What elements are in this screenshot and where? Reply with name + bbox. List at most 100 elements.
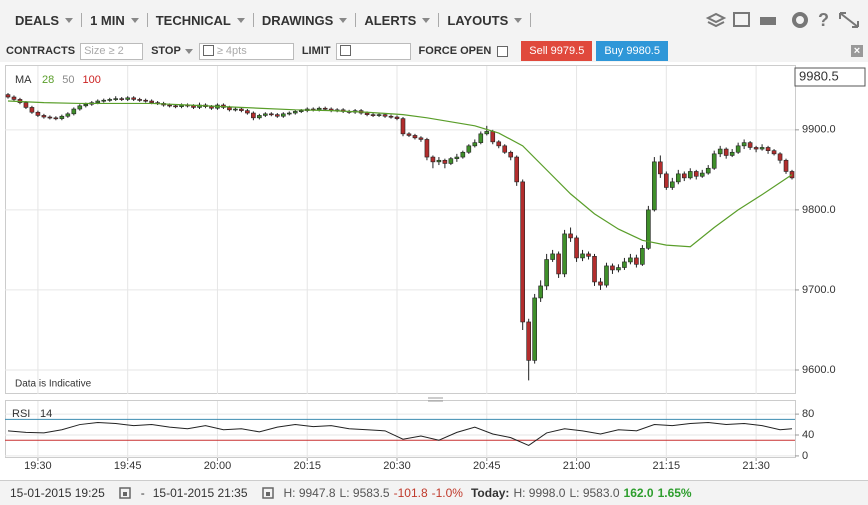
candle-body xyxy=(466,145,472,153)
checkbox[interactable] xyxy=(497,45,509,57)
last-price: 9980.5 xyxy=(799,68,839,83)
x-tick-label: 20:15 xyxy=(293,460,321,472)
toolbar-icons: ? xyxy=(705,10,859,30)
checkbox[interactable] xyxy=(202,45,214,57)
candle-body xyxy=(783,159,789,172)
candle-body xyxy=(257,115,262,119)
order-bar: CONTRACTS Size ≥ 2 STOP ≥ 4pts LIMIT FOR… xyxy=(0,40,868,62)
menu[interactable]: 1 MIN xyxy=(82,13,148,28)
candle-body xyxy=(556,253,561,275)
label: LIMIT xyxy=(301,45,331,57)
dropdown-arrow[interactable] xyxy=(184,48,193,54)
candle-body xyxy=(137,99,142,101)
candle-body xyxy=(77,105,83,110)
candle-body xyxy=(508,151,514,158)
menu[interactable]: LAYOUTS xyxy=(439,13,532,28)
candle-body xyxy=(23,102,29,108)
price-frame xyxy=(5,65,796,394)
stop-input[interactable]: ≥ 4pts xyxy=(198,42,294,60)
to-date[interactable]: 15-01-2015 21:35 xyxy=(152,486,248,500)
candle-body xyxy=(771,150,777,155)
candle-body xyxy=(412,135,418,139)
candle-body xyxy=(705,167,711,174)
checkbox[interactable] xyxy=(339,45,351,57)
candle-body xyxy=(598,281,603,286)
label: FORCE OPEN xyxy=(418,45,492,57)
menu[interactable]: DRAWINGS xyxy=(254,13,357,28)
candle-body xyxy=(550,253,555,260)
candle-body xyxy=(574,237,579,259)
candle-body xyxy=(71,108,77,115)
y-tick-label: 9900.0 xyxy=(802,124,836,136)
dropdown-arrow xyxy=(422,17,431,23)
contracts-input[interactable]: Size ≥ 2 xyxy=(80,42,144,60)
candle-body xyxy=(568,233,573,239)
dropdown-arrow xyxy=(339,17,348,23)
legend-entry: 28 xyxy=(42,74,54,86)
candle-body xyxy=(376,114,382,116)
from-date[interactable]: 15-01-2015 19:25 xyxy=(10,486,105,500)
candle-body xyxy=(388,115,394,118)
candle-body xyxy=(275,114,280,117)
print-icon[interactable] xyxy=(760,17,776,25)
image-icon[interactable] xyxy=(733,12,750,27)
candle-body xyxy=(747,142,753,148)
candle-body xyxy=(95,100,101,103)
candle-body xyxy=(29,107,35,113)
buy-button[interactable]: Buy 9980.5 xyxy=(596,41,668,61)
dropdown-arrow xyxy=(236,17,245,23)
candle-body xyxy=(233,108,238,111)
x-tick-label: 20:00 xyxy=(204,460,232,472)
calendar-icon[interactable] xyxy=(261,487,274,499)
menu[interactable]: TECHNICAL xyxy=(148,13,254,28)
candle-body xyxy=(47,116,53,119)
fullscreen-icon[interactable] xyxy=(839,12,859,28)
candle-body xyxy=(460,151,466,158)
calendar-icon[interactable] xyxy=(119,487,131,499)
x-tick-label: 20:45 xyxy=(473,460,501,472)
settings-icon[interactable] xyxy=(792,12,808,28)
candle-body xyxy=(670,181,675,188)
x-tick-label: 19:30 xyxy=(24,460,52,472)
layers-icon[interactable] xyxy=(705,12,727,28)
candle-body xyxy=(640,248,645,265)
candle-body xyxy=(502,145,508,153)
menu[interactable]: DEALS xyxy=(7,13,83,28)
candle-body xyxy=(227,107,232,111)
candle-body xyxy=(394,116,400,119)
candle-body xyxy=(580,253,585,259)
candle-body xyxy=(131,97,136,100)
candle-body xyxy=(370,114,376,116)
dropdown-arrow xyxy=(514,17,523,23)
dropdown-arrow xyxy=(130,17,139,23)
today-high: H: 9998.0 xyxy=(513,486,566,500)
close-button[interactable]: × xyxy=(851,45,863,57)
candle-body xyxy=(125,97,130,100)
menu[interactable]: ALERTS xyxy=(356,13,440,28)
range-low: L: 9583.5 xyxy=(339,486,390,500)
candle-body xyxy=(711,153,717,169)
candle-body xyxy=(765,147,771,151)
x-tick-label: 19:45 xyxy=(114,460,142,472)
help-icon[interactable]: ? xyxy=(818,10,829,30)
sell-button[interactable]: Sell 9979.5 xyxy=(521,41,593,61)
x-tick-label: 21:30 xyxy=(742,460,770,472)
limit-input[interactable] xyxy=(335,42,411,60)
separator: - xyxy=(140,486,145,500)
dropdown-arrow xyxy=(65,17,74,23)
candle-body xyxy=(41,115,47,118)
rsi-frame xyxy=(5,400,796,458)
candle-body xyxy=(245,110,250,114)
candle-body xyxy=(675,173,681,183)
rsi-line xyxy=(7,421,793,447)
candle-body xyxy=(316,107,322,111)
candle-body xyxy=(430,156,436,163)
y-tick-label: 80 xyxy=(802,408,814,420)
candle-body xyxy=(364,112,370,115)
annotation: Data is Indicative xyxy=(15,379,92,390)
legend-entry: 50 xyxy=(62,74,74,86)
candle-body xyxy=(292,111,298,114)
ma-line xyxy=(7,100,793,248)
candle-body xyxy=(741,142,747,147)
candle-body xyxy=(604,265,609,286)
